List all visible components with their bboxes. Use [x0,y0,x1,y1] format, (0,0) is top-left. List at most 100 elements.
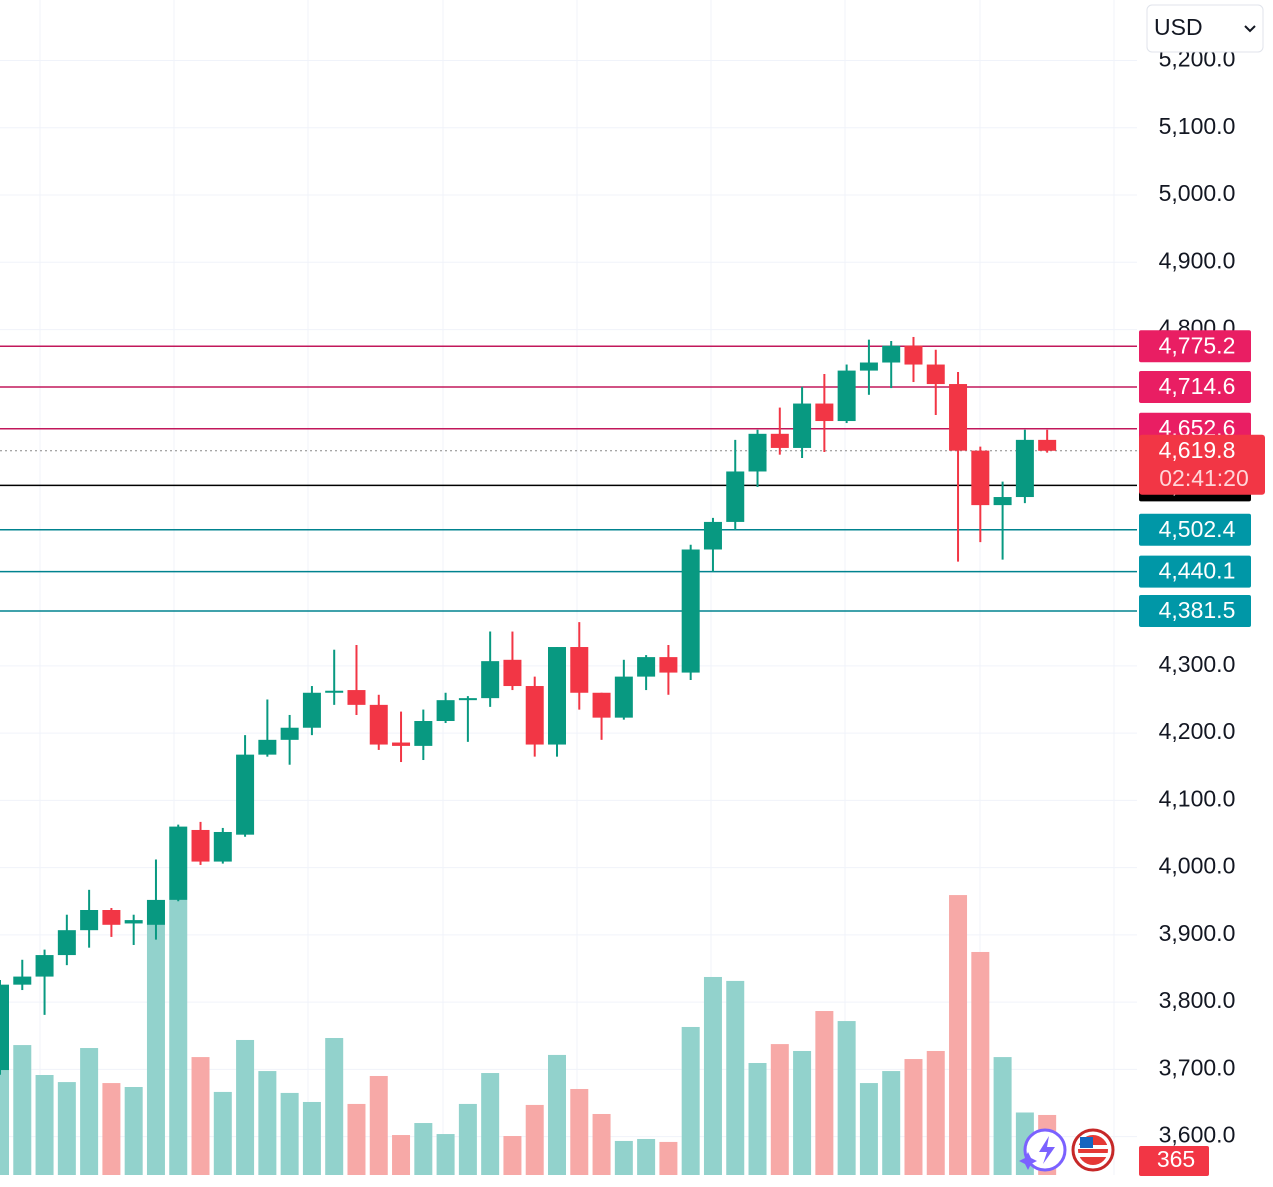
volume-bar [325,1037,344,1175]
candle-body [124,920,143,924]
candle-body [859,362,878,371]
volume-bar [280,1092,299,1175]
volume-bar [369,1075,388,1175]
y-tick-label: 5,100.0 [1159,113,1236,139]
candle-body [392,742,411,746]
volume-bar [436,1134,455,1175]
last-price-label: 4,619.8 [1159,437,1236,463]
price-box-label: 4,714.6 [1159,373,1236,399]
candle-body [102,910,121,925]
price-box [1139,330,1251,363]
price-box [1139,595,1251,628]
chevron[interactable] [1244,25,1256,33]
candles [0,336,1057,1075]
candle-body [837,370,856,422]
y-tick-label: 5,000.0 [1159,180,1236,206]
currency-label[interactable]: USD [1154,14,1203,40]
volume-bar [882,1071,901,1175]
flag-stripe [1078,1153,1108,1157]
candle-body [570,647,589,693]
y-tick-label: 3,900.0 [1159,920,1236,946]
volume-bar [570,1088,589,1175]
volume-bar [392,1135,411,1175]
volume-bar [815,1011,834,1175]
y-tick-label: 4,900.0 [1159,247,1236,273]
price-axis: 3,600.0 3,700.0 3,800.0 3,900.0 4,000.0 4,100… [1159,46,1236,1148]
candle-body [369,704,388,745]
volume-bar [191,1057,210,1175]
candle-body [726,471,745,522]
grid [0,60,1137,1138]
candle-body [1038,439,1057,451]
candle-body [436,700,455,722]
candle-body [0,984,9,1071]
y-tick-label: 4,100.0 [1159,785,1236,811]
candle-body [659,657,678,673]
candle-body [35,955,54,977]
candle-body [748,433,767,472]
price-box-label: 4,440.1 [1159,558,1236,584]
sparkle [1019,1152,1037,1170]
candle-body [325,690,344,693]
candle-body [971,450,990,506]
volume-bar [904,1059,923,1175]
candle-body [882,345,901,363]
candle-body [13,976,32,985]
flag-canton [1080,1137,1093,1148]
candle-body [80,910,99,931]
currency-box[interactable] [1146,4,1264,53]
price-box [1139,513,1251,546]
volume-bar [124,1087,143,1175]
candle-body [503,659,522,687]
volume-bar [793,1050,812,1175]
y-tick-label: 4,200.0 [1159,718,1236,744]
volume-bar [525,1104,544,1175]
candle-body [280,727,299,740]
candle-body [146,899,165,925]
candle-body [414,721,433,746]
price-box-label: 4,381.5 [1159,597,1236,623]
volume-bar [949,895,968,1175]
currency-select[interactable]: USD [1146,4,1264,53]
time-grid [39,0,1115,1175]
price-labels: 4,775.24,714.64,652.64,568.34,502.44,440… [1139,330,1265,1176]
y-tick-label: 4,300.0 [1159,651,1236,677]
candle-body [548,647,566,745]
volume-bar [971,951,990,1175]
candle-body [703,521,722,550]
volume-bar [57,1082,76,1175]
volume-bar [703,976,722,1175]
last-price-box [1139,434,1265,495]
y-tick-label: 3,700.0 [1159,1054,1236,1080]
volume-box [1139,1146,1209,1176]
volume-bar [659,1141,678,1175]
price-box-label: 4,502.4 [1159,516,1236,542]
volume-bar [592,1113,611,1175]
candle-body [347,690,366,705]
candle-body [169,826,188,900]
candle-body [614,676,633,718]
candle-body [236,754,255,835]
candle-body [949,384,968,451]
volume-bar [258,1071,277,1175]
volume-bar [481,1073,500,1175]
volume-bar [926,1050,945,1175]
volume-bar [637,1138,656,1175]
volume-bar [770,1044,789,1175]
candle-body [302,692,321,728]
volume-bar [503,1136,522,1175]
price-box [1139,555,1251,588]
candle-body [681,549,700,673]
volume-bar [102,1083,121,1175]
candle-body [191,829,210,862]
candle-body [258,739,277,755]
volume-bar [837,1021,856,1175]
price-lines [0,345,1137,612]
volume-bar [548,1054,566,1175]
volume-bars [0,895,1057,1175]
volume-bar [146,900,165,1175]
candle-body [793,403,812,448]
volume-bar [80,1048,99,1175]
